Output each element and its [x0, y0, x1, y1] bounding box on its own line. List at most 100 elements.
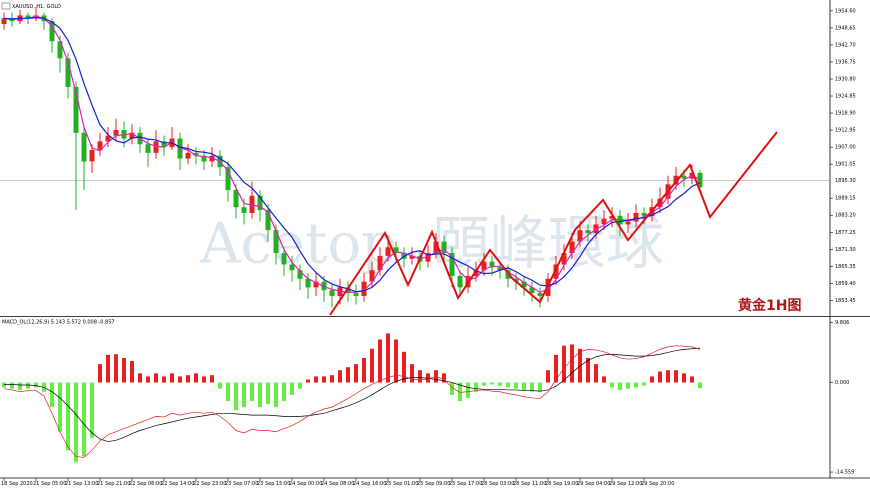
macd-bar [306, 379, 310, 383]
macd-bar [650, 376, 654, 383]
macd-bar [114, 354, 118, 383]
candle-body [393, 247, 399, 254]
candle-body [153, 141, 159, 153]
candle-body [633, 212, 639, 222]
candle-body [673, 175, 679, 185]
candle-body [537, 293, 543, 296]
macd-bar [298, 382, 302, 389]
candle-body [1, 18, 7, 25]
x-tick-label: 22 Sep 14:00 [161, 481, 194, 487]
y-tick-label: 1877.25 [835, 230, 856, 236]
macd-bar [130, 361, 134, 383]
macd-bar [690, 376, 694, 383]
macd-bar [698, 382, 702, 389]
macd-bar [378, 339, 382, 383]
candle-body [489, 261, 495, 268]
macd-bar [530, 382, 534, 392]
candle-body [289, 264, 295, 271]
macd-bar [58, 382, 62, 432]
macd-bar [242, 382, 246, 408]
candle-body [273, 230, 279, 254]
candle-body [585, 230, 591, 233]
macd-bar [226, 382, 230, 401]
macd-bar [418, 370, 422, 383]
candle-body [345, 287, 351, 294]
macd-bar [66, 382, 70, 451]
y-tick-label: -14.559 [835, 470, 854, 476]
macd-bar [290, 382, 294, 395]
macd-bar [338, 370, 342, 383]
candle-body [57, 41, 63, 59]
macd-bar [322, 376, 326, 383]
macd-bar [450, 382, 454, 395]
macd-bar [362, 357, 366, 383]
macd-bar [554, 354, 558, 383]
x-tick-label: 22 Sep 06:00 [129, 481, 162, 487]
macd-bar [474, 382, 478, 392]
macd-bar [538, 382, 542, 392]
macd-bar [178, 376, 182, 383]
candle-body [225, 167, 231, 191]
x-tick-label: 18 Sep 2020 [1, 481, 33, 487]
macd-bar [458, 382, 462, 401]
x-tick-label: 24 Sep 16:00 [353, 481, 386, 487]
candle-body [681, 175, 687, 179]
y-tick-label: 1883.20 [835, 213, 856, 219]
candle-body [369, 270, 375, 282]
macd-bar [466, 382, 470, 398]
watermark: Acetop 頤峰環球 [199, 209, 664, 277]
candle-body [529, 287, 535, 294]
x-tick-label: 23 Sep 07:00 [225, 481, 258, 487]
candle-body [385, 247, 391, 256]
y-tick-label: 1942.70 [835, 42, 856, 48]
macd-bar [186, 375, 190, 383]
candle-body [25, 15, 31, 19]
x-tick-label: 25 Sep 01:00 [385, 481, 418, 487]
x-tick-label: 22 Sep 23:00 [193, 481, 226, 487]
x-tick-label: 29 Sep 20:00 [641, 481, 674, 487]
macd-bar [50, 382, 54, 408]
candle-body [601, 218, 607, 225]
candle-body [209, 155, 215, 162]
candle-body [185, 152, 191, 159]
moving-average [3, 17, 701, 293]
y-tick-label: 1865.35 [835, 264, 856, 270]
candle-body [641, 212, 647, 216]
macd-bar [410, 364, 414, 383]
x-tick-label: 24 Sep 00:00 [289, 481, 322, 487]
candle-body [329, 290, 335, 296]
macd-bar [634, 382, 638, 388]
candle-body [553, 264, 559, 279]
macd-line [4, 347, 701, 442]
y-tick-label: 1889.15 [835, 196, 856, 202]
macd-bar [626, 382, 630, 389]
candle-body [377, 255, 383, 271]
candle-body [497, 267, 503, 271]
macd-bar [402, 351, 406, 383]
macd-bar [642, 382, 646, 386]
macd-bar [18, 382, 22, 390]
candle-body [97, 141, 103, 150]
candle-body [561, 253, 567, 265]
candle-body [201, 155, 207, 162]
candle-body [625, 221, 631, 225]
candle-body [249, 195, 255, 213]
candle-body [265, 210, 271, 231]
macd-bar [210, 375, 214, 383]
macd-bar [498, 382, 502, 386]
x-tick-label: 21 Sep 21:00 [97, 481, 130, 487]
candle-body [521, 281, 527, 288]
candle-body [193, 152, 199, 156]
macd-bar [82, 382, 86, 457]
macd-bar [674, 370, 678, 383]
x-tick-label: 28 Sep 03:00 [481, 481, 514, 487]
candle-body [313, 281, 319, 288]
macd-bar [274, 382, 278, 408]
candle-body [449, 253, 455, 276]
macd-bar [682, 373, 686, 383]
watermark-text: Acetop [199, 212, 397, 277]
candle-body [481, 261, 487, 271]
macd-bar [610, 382, 614, 388]
